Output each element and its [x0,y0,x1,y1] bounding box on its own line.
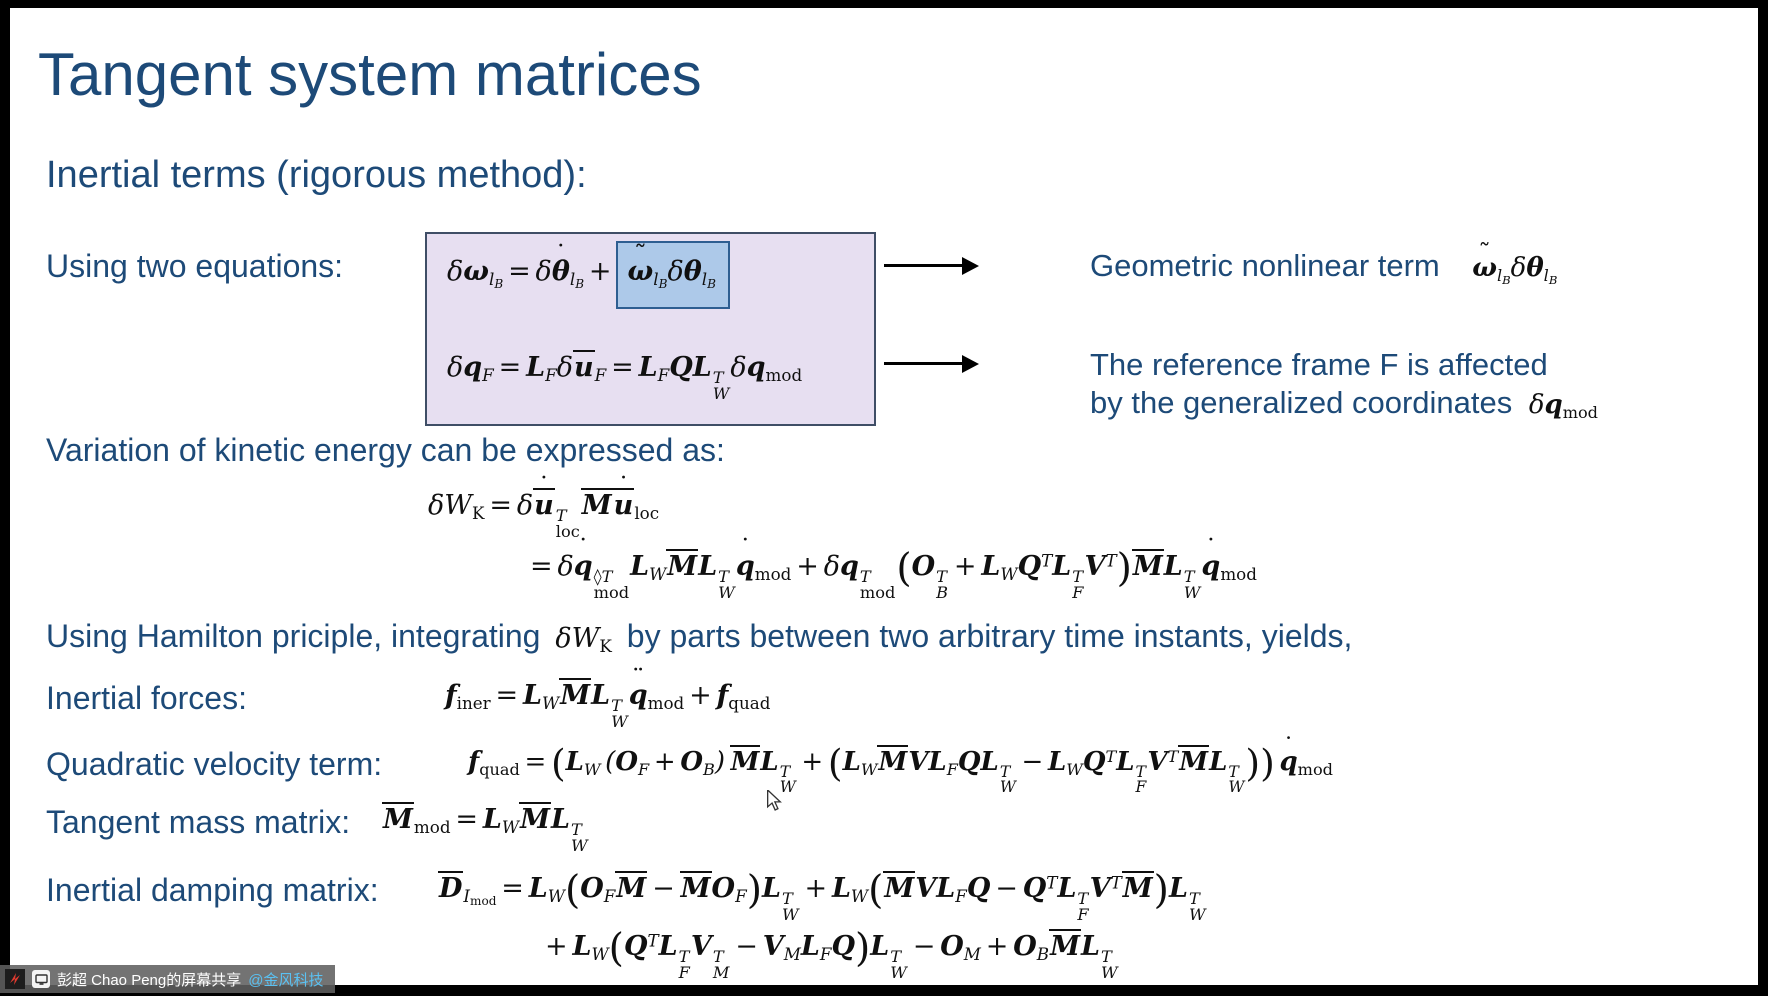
equation-damping-line2: + LW(QTL T F V T M − VMLFQ)L T W − OM + OBML T W [545,926,1118,983]
equation-tangent-mass: Mmod = LWML T W [382,802,588,856]
label-inertial-forces: Inertial forces: [46,680,247,716]
equation-damping-line1: DImod = LW(OFM − MOF)L T W + LW(MVLFQ − QTL T F VTM)L… [438,868,1206,925]
annotation-reference-line1: The reference frame F is affected [1090,347,1548,382]
arrow-right-icon-geometric [884,256,979,275]
screen-share-icon [32,970,50,988]
section-heading: Inertial terms (rigorous method): [46,154,587,196]
equation-inertial-forces: finer = LWML T W ¨ qmod + fquad [445,663,771,732]
screen-share-bar: 彭超 Chao Peng的屏幕共享 @金风科技 [0,965,336,993]
equation-omega-variation-pre: δωlB = δ ˙ θlB + [447,239,612,292]
presenter-label: 彭超 Chao Peng的屏幕共享 [57,971,242,989]
hamilton-prefix: Using Hamilton priciple, integrating [46,618,541,654]
slide-title: Tangent system matrices [38,41,702,108]
label-tangent-mass: Tangent mass matrix: [46,804,351,840]
label-inertial-damping: Inertial damping matrix: [46,872,379,908]
paragraph-hamilton: Using Hamilton priciple, integrating δWK… [46,618,1352,656]
mouse-cursor-icon [766,788,784,817]
equation-omega-variation: δωlB = δ ˙ θlB + ˜ ωlBδθlB [447,239,730,309]
annotation-reference-line2: by the generalized coordinates δqmod [1090,385,1598,422]
label-quadratic-velocity: Quadratic velocity term: [46,746,383,782]
label-variation: Variation of kinetic energy can be expre… [46,432,725,468]
app-logo-icon [5,969,25,989]
equation-qmod-term: δqmod [1528,390,1598,422]
annotation-reference-frame: The reference frame F is affected by the… [1090,346,1598,422]
equation-hamilton-WK: δWK [555,623,612,657]
mention-link[interactable]: @金风科技 [248,971,324,989]
hamilton-suffix: by parts between two arbitrary time inst… [626,618,1353,654]
equation-geometric-term: ˜ ωlBδθlB [1472,238,1558,287]
highlight-geometric-term: ˜ ωlBδθlB [615,241,730,309]
slide-background: Tangent system matrices Inertial terms (… [10,8,1758,985]
equation-quadratic-velocity: fquad = (LW (OF + OB) ML T W + (LWMVLFQL T W − LWQTL T F… [468,732,1333,797]
annotation-geometric-text: Geometric nonlinear term [1090,248,1440,283]
label-using-two-equations: Using two equations: [46,248,344,284]
annotation-geometric: Geometric nonlinear term ˜ ωlBδθlB [1090,238,1558,287]
arrow-right-icon-reference [884,354,979,373]
